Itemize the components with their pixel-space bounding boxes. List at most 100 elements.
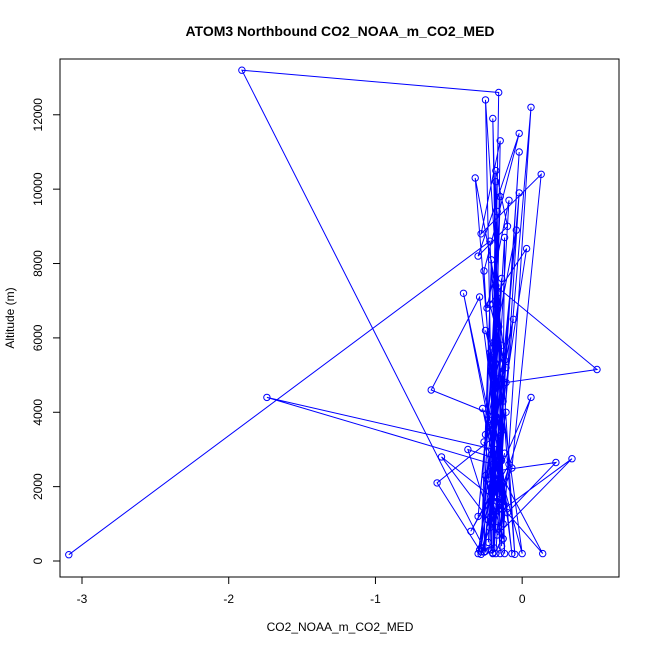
data-point [263, 393, 271, 402]
data-point [478, 404, 487, 413]
x-tick-label: -2 [223, 592, 234, 606]
data-point [490, 494, 498, 502]
data-point [508, 464, 516, 472]
data-point [474, 512, 482, 521]
data-point [593, 365, 601, 374]
data-point [65, 551, 73, 559]
data-point [427, 386, 435, 394]
data-point [474, 252, 482, 260]
data-point [497, 341, 506, 349]
chart-title: ATOM3 Northbound CO2_NOAA_m_CO2_MED [185, 23, 494, 39]
x-tick-label: 0 [519, 592, 526, 606]
data-point [515, 129, 523, 138]
y-tick-label: 10000 [31, 172, 45, 206]
data-point [496, 505, 504, 513]
data-point [502, 363, 510, 372]
y-tick-label: 0 [31, 557, 45, 564]
series-group [65, 66, 601, 559]
data-point [493, 531, 501, 539]
data-point [493, 207, 501, 216]
data-point [486, 237, 494, 245]
data-point [487, 423, 496, 431]
data-point [484, 538, 493, 547]
data-point [489, 114, 497, 123]
data-point [433, 479, 441, 487]
data-point [492, 549, 500, 558]
data-point [568, 455, 576, 463]
data-point [497, 427, 506, 435]
data-point [487, 256, 496, 264]
y-axis-label: Altitude (m) [3, 287, 17, 348]
data-point [515, 189, 523, 197]
data-point [552, 458, 560, 467]
y-tick-label: 8000 [31, 250, 45, 277]
data-point [477, 230, 485, 238]
data-point [477, 550, 485, 558]
data-point [497, 274, 506, 283]
data-point [502, 408, 510, 416]
data-point [481, 471, 490, 480]
data-point [486, 468, 494, 476]
x-ticks: -3 -2 -1 0 [77, 577, 526, 606]
data-point [480, 438, 488, 446]
x-tick-label: -1 [370, 592, 381, 606]
y-tick-label: 12000 [31, 98, 45, 132]
data-point [464, 445, 472, 454]
data-point [527, 103, 535, 112]
data-point [486, 349, 494, 357]
data-point [496, 549, 504, 558]
y-tick-label: 6000 [31, 324, 45, 351]
data-point [508, 549, 516, 558]
data-point [459, 289, 468, 297]
data-point [500, 356, 509, 364]
data-point [522, 244, 531, 253]
x-axis-label: CO2_NOAA_m_CO2_MED [267, 620, 414, 634]
data-point [475, 546, 484, 554]
data-point [492, 412, 500, 420]
data-point [497, 456, 506, 465]
data-point [509, 315, 518, 323]
data-point [483, 475, 491, 483]
data-point [518, 549, 526, 558]
data-point [492, 166, 500, 175]
data-point [238, 66, 246, 74]
data-point [492, 178, 500, 186]
data-point [495, 323, 503, 331]
data-point [503, 222, 512, 231]
y-tick-label: 2000 [31, 473, 45, 500]
data-point [481, 96, 490, 104]
y-tick-label: 4000 [31, 399, 45, 426]
data-point [471, 174, 479, 182]
data-point [474, 549, 482, 558]
data-point [495, 375, 503, 383]
data-point [489, 460, 497, 468]
y-ticks: 0 2000 4000 6000 8000 10000 12000 [31, 98, 60, 564]
data-point [500, 449, 509, 457]
data-point [493, 289, 501, 297]
data-point [467, 527, 475, 535]
data-point [490, 445, 498, 454]
data-point [515, 148, 523, 156]
data-point [496, 192, 504, 201]
data-point [537, 170, 545, 179]
x-tick-label: -3 [77, 592, 88, 606]
data-point [499, 520, 507, 528]
data-point [539, 549, 547, 558]
data-point [490, 337, 498, 346]
series-line [68, 69, 599, 556]
data-point [502, 378, 510, 387]
data-point [495, 88, 503, 97]
data-point [492, 523, 500, 532]
data-point [527, 393, 535, 402]
data-point [495, 434, 503, 442]
data-point [511, 550, 519, 558]
data-point [496, 137, 504, 145]
data-point [499, 397, 507, 405]
data-point [480, 267, 488, 275]
data-point [499, 535, 507, 543]
data-point [492, 282, 500, 290]
data-point [497, 542, 506, 550]
data-point [481, 326, 490, 335]
data-point [500, 501, 509, 509]
